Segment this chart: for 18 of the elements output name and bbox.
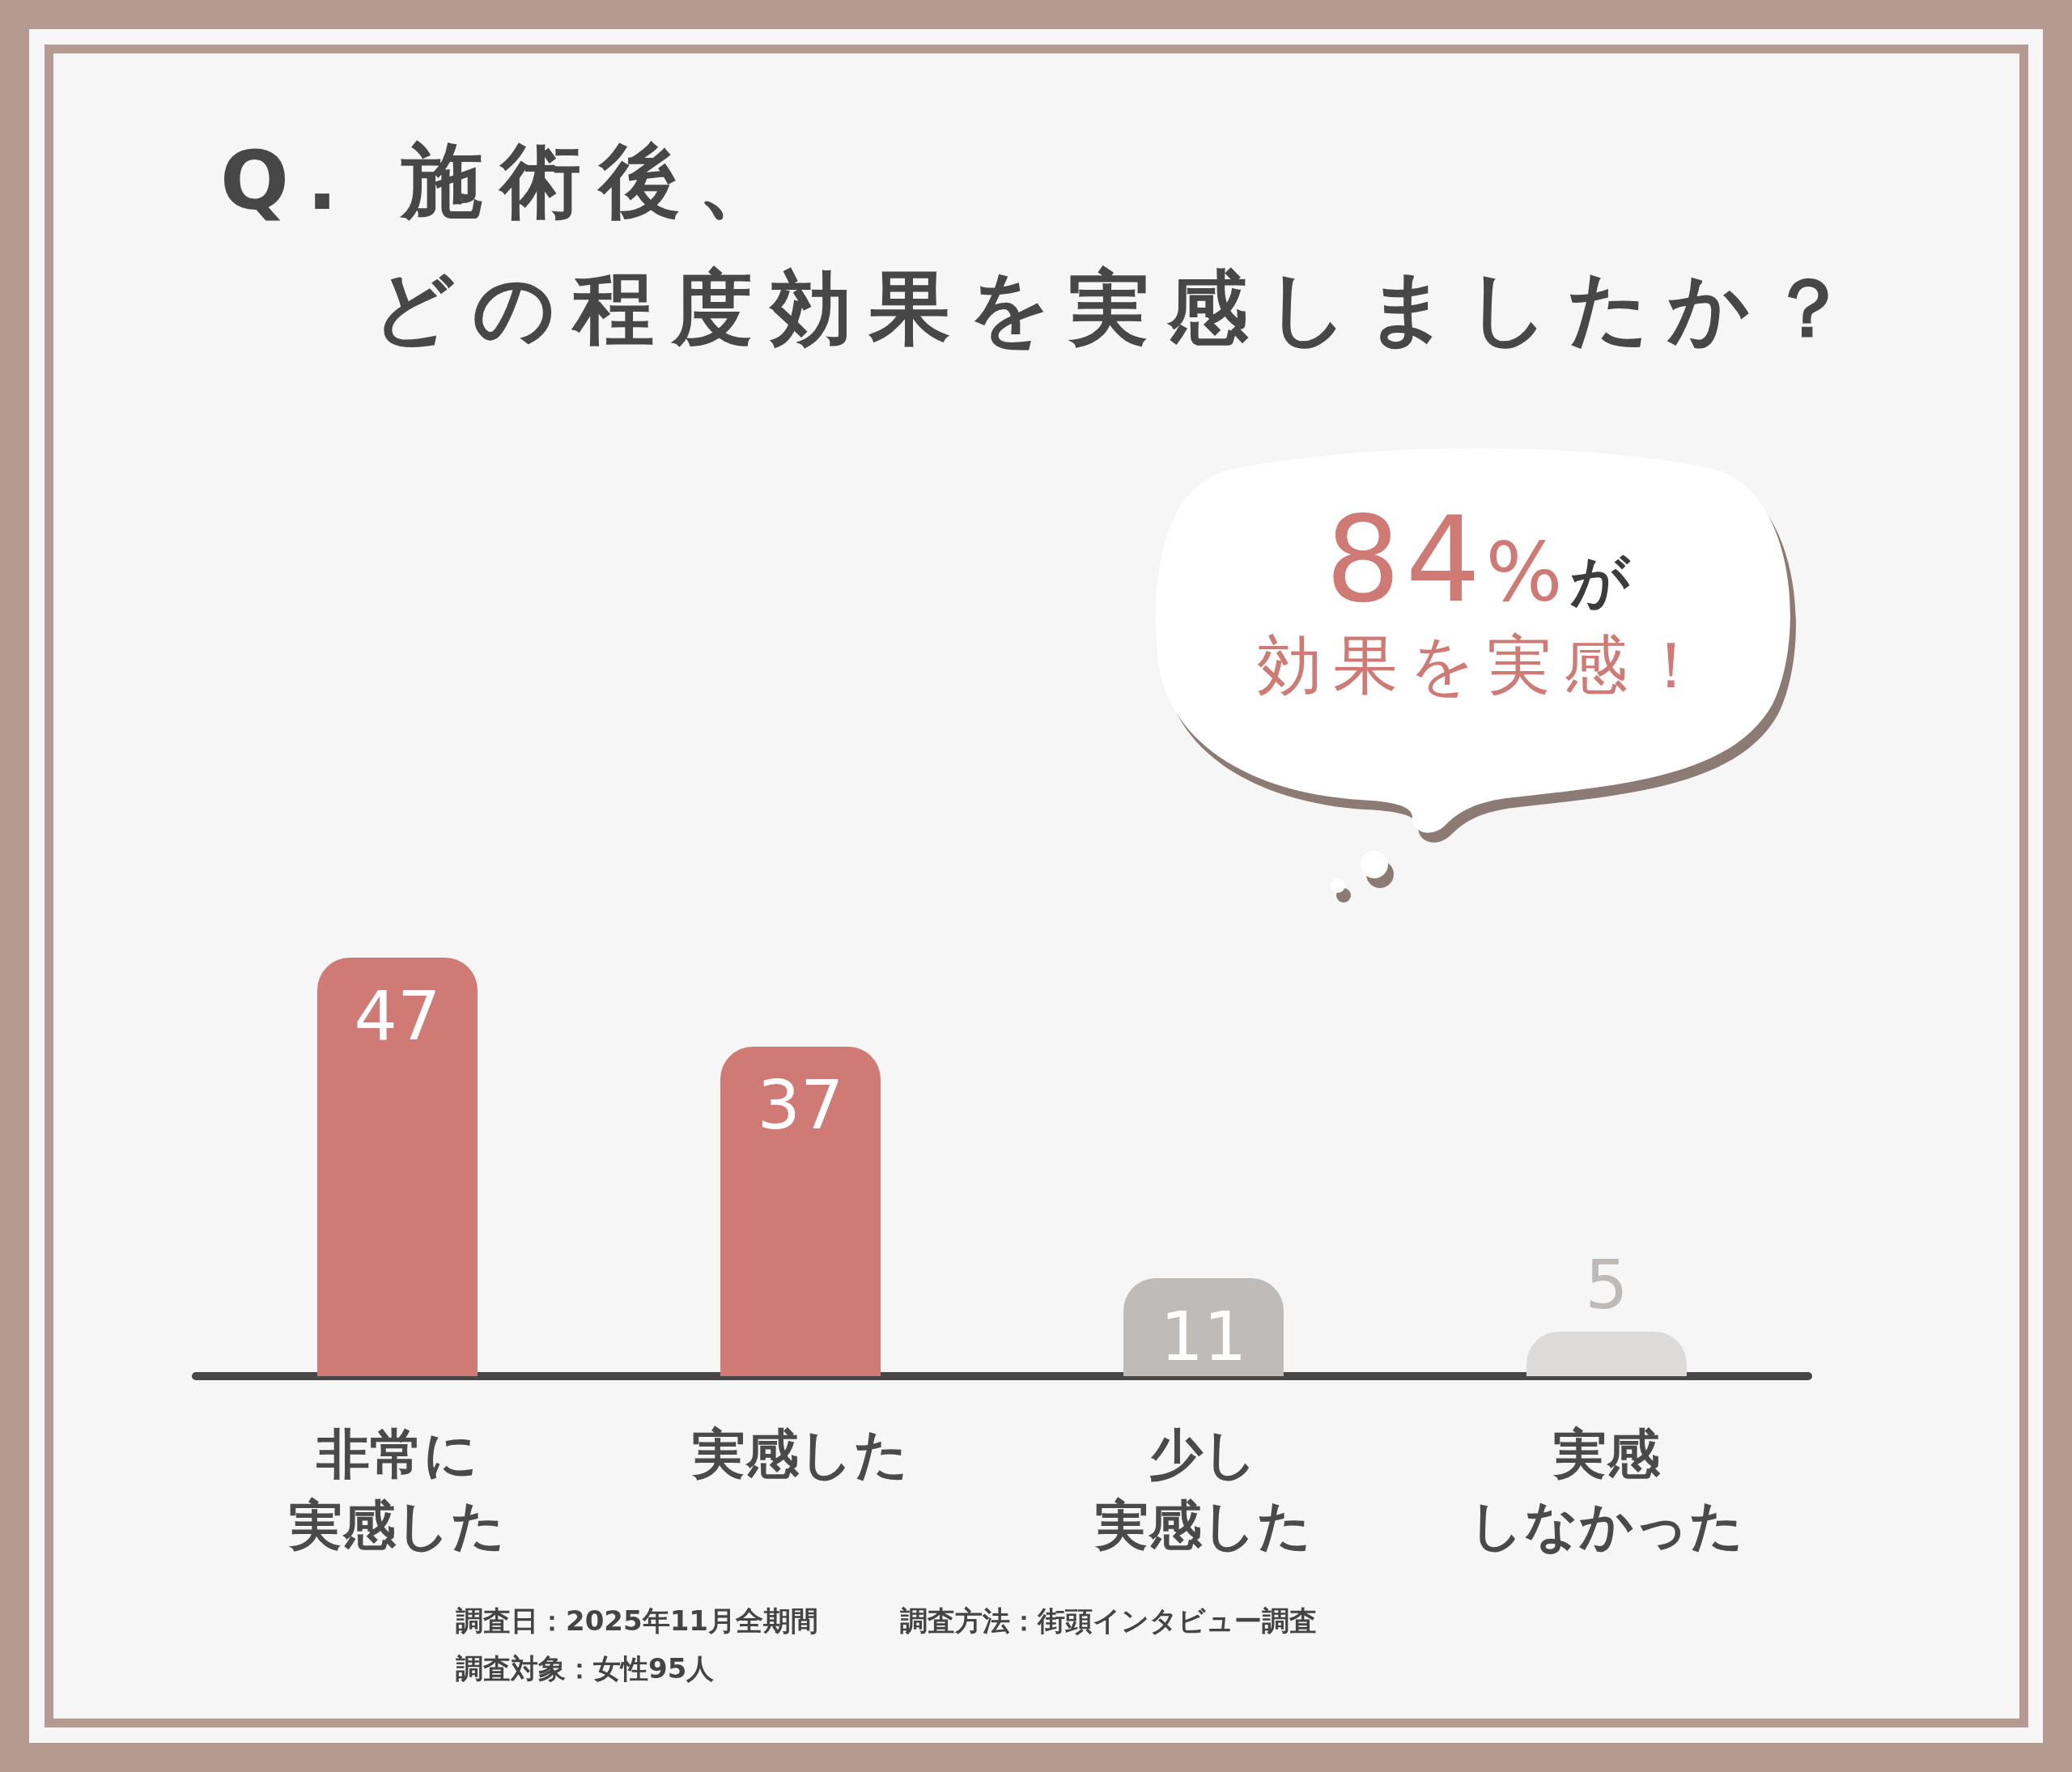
x-tick-label: 実感した	[691, 1422, 909, 1485]
bar	[1123, 1278, 1284, 1376]
x-tick-label: 非常に 実感した	[288, 1422, 506, 1557]
bar	[317, 958, 478, 1376]
data-label: 47	[354, 976, 441, 1056]
bar	[1526, 1332, 1687, 1376]
x-tick-label: 実感しなかった	[1469, 1422, 1744, 1557]
text: 調査対象：女性95人	[456, 1652, 715, 1685]
text: 効果を実感！	[1257, 627, 1715, 703]
text: 調査方法：街頭インタビュー調査	[900, 1604, 1317, 1637]
text: 84%が	[1325, 491, 1631, 628]
bar	[720, 1047, 881, 1376]
data-label: 5	[1585, 1245, 1628, 1324]
chart-title: Q. 施術後、どの程度効果を実感しましたか？	[220, 133, 1866, 357]
data-label: 11	[1160, 1297, 1247, 1376]
x-tick-label: 少し実感した	[1094, 1422, 1312, 1557]
text: 調査日：2025年11月全期間	[456, 1604, 818, 1637]
data-label: 37	[757, 1065, 844, 1145]
